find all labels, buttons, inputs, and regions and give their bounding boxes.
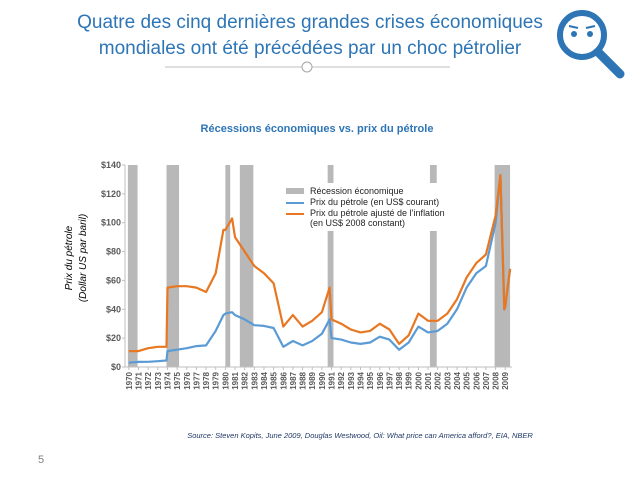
legend-item: Récession économique — [286, 186, 451, 196]
legend-label: Récession économique — [310, 186, 404, 196]
recession-band — [327, 165, 334, 367]
y-tick-label: $20 — [106, 333, 121, 343]
legend-swatch — [286, 188, 304, 194]
x-tick-label: 1973 — [154, 371, 163, 389]
legend-label: Prix du pétrole ajusté de l’inflation (e… — [310, 208, 445, 228]
x-tick-label: 1975 — [173, 371, 182, 389]
legend-swatch — [286, 213, 304, 215]
recession-band — [127, 165, 138, 367]
legend-swatch — [286, 202, 304, 204]
y-tick-label: $80 — [106, 247, 121, 257]
x-tick-label: 1979 — [212, 371, 221, 389]
legend-item: Prix du pétrole (en US$ courant) — [286, 197, 451, 207]
x-tick-label: 1983 — [250, 371, 259, 389]
x-tick-label: 2003 — [443, 371, 452, 389]
x-tick-label: 1984 — [260, 371, 269, 389]
legend: Récession économique Prix du pétrole (en … — [283, 183, 454, 231]
x-tick-label: 1995 — [366, 371, 375, 389]
source-note: Source: Steven Kopits, June 2009, Dougla… — [187, 431, 533, 440]
x-tick-label: 2004 — [453, 371, 462, 389]
x-tick-label: 1970 — [125, 371, 134, 389]
y-axis-title-line: (Dollar US par baril) — [78, 214, 89, 302]
logo-icon — [557, 10, 625, 79]
slide-title: Quatre des cinq dernières grandes crises… — [77, 12, 543, 33]
x-tick-label: 1971 — [135, 371, 144, 389]
x-tick-label: 2002 — [434, 371, 443, 389]
x-tick-label: 1991 — [328, 371, 337, 389]
series-line — [128, 174, 512, 353]
x-tick-label: 1977 — [192, 371, 201, 389]
x-tick-label: 1987 — [289, 371, 298, 389]
y-tick-label: $0 — [111, 362, 121, 372]
recession-band — [225, 165, 231, 367]
recession-band — [239, 165, 254, 367]
y-tick-label: $100 — [101, 218, 121, 228]
page-number: 5 — [38, 454, 44, 466]
x-tick-label: 1994 — [356, 371, 365, 389]
y-axis-title: Prix du pétrole (Dollar US par baril) — [64, 214, 89, 302]
x-tick-label: 1978 — [202, 371, 211, 389]
legend-item: Prix du pétrole ajusté de l’inflation (e… — [286, 208, 451, 228]
x-tick-label: 1996 — [376, 371, 385, 389]
x-tick-label: 1989 — [308, 371, 317, 389]
series-line — [128, 174, 512, 364]
y-tick-label: $60 — [106, 275, 121, 285]
x-tick-label: 1982 — [241, 371, 250, 389]
chart-title: Récessions économiques vs. prix du pétro… — [201, 123, 434, 135]
x-tick-label: 1988 — [299, 371, 308, 389]
x-tick-label: 1997 — [385, 371, 394, 389]
divider-dot — [301, 61, 313, 73]
recession-band — [429, 165, 437, 367]
x-tick-label: 1992 — [337, 371, 346, 389]
x-tick-label: 2008 — [492, 371, 501, 389]
x-tick-label: 1998 — [395, 371, 404, 389]
x-tick-label: 1972 — [144, 371, 153, 389]
x-tick-label: 1999 — [405, 371, 414, 389]
y-tick-label: $40 — [106, 304, 121, 314]
y-tick-label: $120 — [101, 189, 121, 199]
x-tick-label: 1986 — [279, 371, 288, 389]
x-tick-label: 2005 — [463, 371, 472, 389]
x-tick-label: 2007 — [482, 371, 491, 389]
x-tick-label: 2006 — [472, 371, 481, 389]
x-tick-label: 1981 — [231, 371, 240, 389]
x-tick-label: 1974 — [163, 371, 172, 389]
x-tick-label: 1980 — [221, 371, 230, 389]
slide-title: mondiales ont été précédées par un choc … — [99, 38, 522, 59]
x-tick-label: 2000 — [414, 371, 423, 389]
x-tick-label: 2009 — [501, 371, 510, 389]
x-tick-label: 2001 — [424, 371, 433, 389]
x-tick-label: 1976 — [183, 371, 192, 389]
x-tick-label: 1993 — [347, 371, 356, 389]
x-tick-label: 1990 — [318, 371, 327, 389]
y-axis-title-line: Prix du pétrole — [64, 225, 75, 290]
recession-band — [166, 165, 180, 367]
x-tick-label: 1985 — [270, 371, 279, 389]
legend-label: Prix du pétrole (en US$ courant) — [310, 197, 440, 207]
y-tick-label: $140 — [101, 160, 121, 170]
